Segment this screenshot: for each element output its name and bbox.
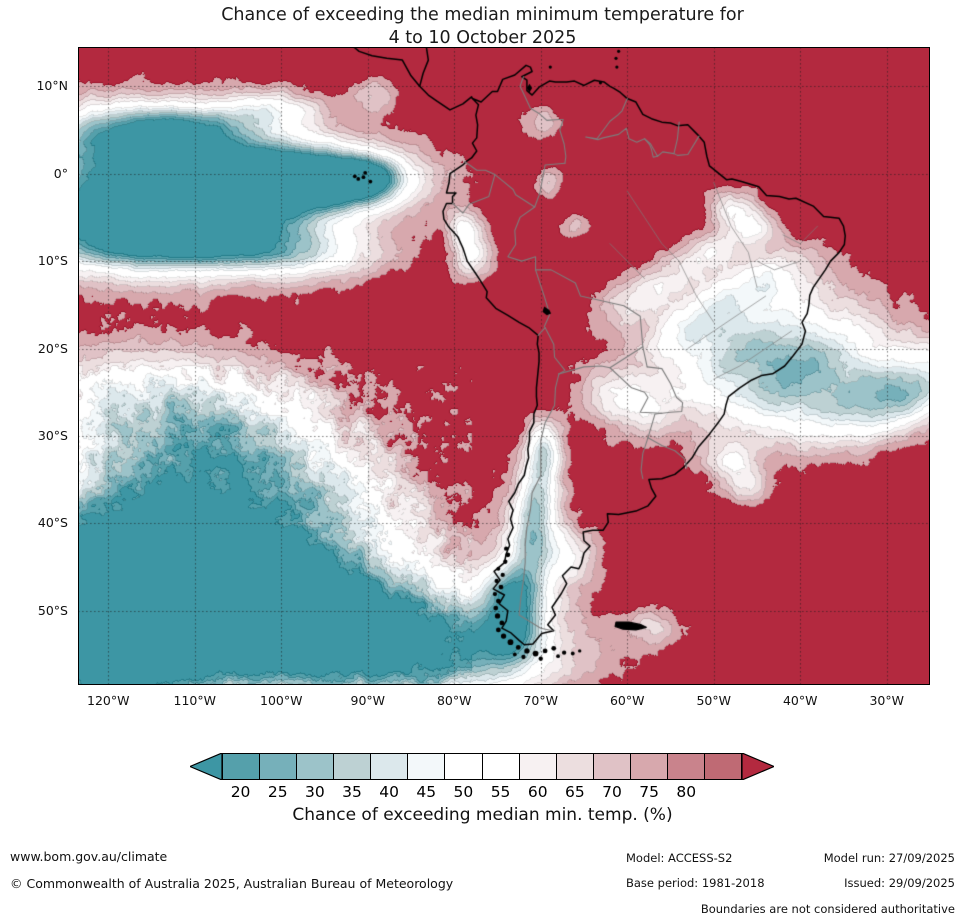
x-tick-label: 60°W bbox=[609, 693, 645, 708]
colorbar-cell bbox=[371, 754, 409, 779]
x-tick-label: 110°W bbox=[173, 693, 216, 708]
y-tick-label: 10°N bbox=[36, 78, 68, 94]
colorbar-cell bbox=[408, 754, 446, 779]
footer-website[interactable]: www.bom.gov.au/climate bbox=[10, 849, 168, 864]
colorbar-tick-label: 40 bbox=[379, 783, 399, 801]
colorbar-cell bbox=[630, 754, 668, 779]
colorbar-tick-label: 30 bbox=[304, 783, 325, 801]
y-tick-label: 50°S bbox=[37, 602, 68, 618]
footer: www.bom.gov.au/climate © Commonwealth of… bbox=[0, 845, 965, 919]
colorbar-cell bbox=[297, 754, 335, 779]
colorbar-cell bbox=[556, 754, 594, 779]
colorbar-cell bbox=[593, 754, 631, 779]
colorbar-cell bbox=[519, 754, 557, 779]
x-tick-label: 40°W bbox=[782, 693, 818, 708]
colorbar-cell bbox=[223, 754, 261, 779]
x-tick-label: 90°W bbox=[350, 693, 386, 708]
colorbar-tick-label: 60 bbox=[527, 783, 548, 801]
colorbar-tick-label: 35 bbox=[342, 783, 362, 801]
footer-model-run: Model run: 27/09/2025 bbox=[823, 851, 955, 865]
colorbar-tick-label: 70 bbox=[602, 783, 622, 801]
colorbar-cell bbox=[445, 754, 483, 779]
map-plot-area[interactable] bbox=[78, 47, 930, 685]
colorbar-cell bbox=[260, 754, 298, 779]
footer-issued: Issued: 29/09/2025 bbox=[844, 876, 955, 890]
colorbar-min-arrow bbox=[190, 753, 222, 780]
y-tick-label: 20°S bbox=[37, 340, 68, 356]
footer-base-period: Base period: 1981-2018 bbox=[626, 876, 765, 890]
y-tick-label: 0° bbox=[53, 165, 68, 181]
x-tick-label: 100°W bbox=[260, 693, 303, 708]
title-line-1: Chance of exceeding the median minimum t… bbox=[221, 5, 744, 25]
x-tick-label: 80°W bbox=[436, 693, 472, 708]
footer-copyright: © Commonwealth of Australia 2025, Austra… bbox=[10, 876, 454, 891]
colorbar-cell bbox=[482, 754, 520, 779]
x-tick-label: 30°W bbox=[869, 693, 904, 708]
y-tick-label: 40°S bbox=[37, 515, 68, 531]
colorbar-tick-label: 45 bbox=[416, 783, 437, 801]
colorbar-tick-label: 50 bbox=[453, 783, 474, 801]
colorbar-max-arrow bbox=[742, 753, 774, 780]
colorbar-tick-label: 55 bbox=[490, 783, 511, 801]
colorbar-tick-label: 75 bbox=[639, 783, 659, 801]
footer-disclaimer: Boundaries are not considered authoritat… bbox=[700, 902, 955, 916]
y-tick-label: 10°S bbox=[37, 253, 68, 269]
colorbar-gradient bbox=[222, 753, 742, 780]
x-tick-label: 120°W bbox=[87, 693, 130, 708]
colorbar-tick-label: 65 bbox=[564, 783, 585, 801]
title-line-2: 4 to 10 October 2025 bbox=[388, 28, 577, 48]
colorbar-tick-label: 20 bbox=[230, 783, 251, 801]
colorbar-tick-label: 80 bbox=[676, 783, 697, 801]
page-title: Chance of exceeding the median minimum t… bbox=[0, 4, 965, 50]
x-tick-label: 70°W bbox=[523, 693, 558, 708]
colorbar-cell bbox=[667, 754, 706, 779]
x-tick-label: 50°W bbox=[696, 693, 731, 708]
footer-model: Model: ACCESS-S2 bbox=[626, 851, 733, 865]
colorbar-cell bbox=[705, 754, 742, 779]
colorbar-cell bbox=[334, 754, 372, 779]
colorbar-label: Chance of exceeding median min. temp. (%… bbox=[292, 805, 673, 825]
probability-heatmap-canvas bbox=[78, 47, 930, 685]
y-tick-label: 30°S bbox=[37, 427, 68, 443]
colorbar-tick-label: 25 bbox=[267, 783, 288, 801]
colorbar-area: 20 25 30 35 40 45 50 55 60 65 70 75 80 Chance of exc… bbox=[0, 745, 965, 837]
